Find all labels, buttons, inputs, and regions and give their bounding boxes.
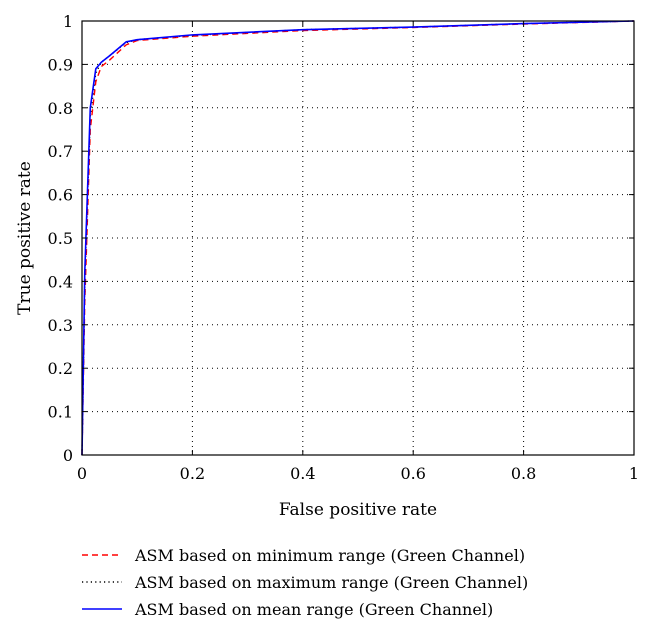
legend-label: ASM based on maximum range (Green Channe… — [134, 573, 528, 592]
y-tick-label: 0.7 — [48, 142, 73, 161]
y-tick-label: 0.4 — [48, 272, 73, 291]
y-tick-label: 1 — [63, 12, 73, 31]
x-tick-label: 0.6 — [400, 464, 425, 483]
x-tick-label: 0.2 — [180, 464, 205, 483]
y-tick-label: 0.9 — [48, 55, 73, 74]
grid-lines — [82, 21, 634, 455]
series-line-solid — [81, 20, 635, 456]
y-axis-label: True positive rate — [15, 161, 35, 315]
x-tick-label: 0 — [77, 464, 87, 483]
legend-label: ASM based on mean range (Green Channel) — [134, 600, 493, 619]
y-tick-label: 0.1 — [48, 403, 73, 422]
y-tick-label: 0.5 — [48, 229, 73, 248]
y-tick-label: 0.6 — [48, 186, 73, 205]
y-tick-label: 0.3 — [48, 316, 73, 335]
x-tick-label: 0.8 — [511, 464, 536, 483]
y-tick-label: 0.8 — [48, 99, 73, 118]
legend-label: ASM based on minimum range (Green Channe… — [134, 546, 525, 565]
x-tick-label: 1 — [629, 464, 639, 483]
x-axis-label: False positive rate — [279, 500, 437, 520]
x-tick-label: 0.4 — [290, 464, 315, 483]
legend: ASM based on minimum range (Green Channe… — [82, 546, 528, 619]
y-tick-label: 0 — [63, 446, 73, 465]
y-tick-label: 0.2 — [48, 359, 73, 378]
series-lines — [81, 20, 635, 456]
axis-ticks: 0 0.2 0.4 0.6 0.8 1 0 0.1 0.2 0.3 0.4 0.5 0.6 0.7 0.8 0… — [48, 12, 640, 483]
